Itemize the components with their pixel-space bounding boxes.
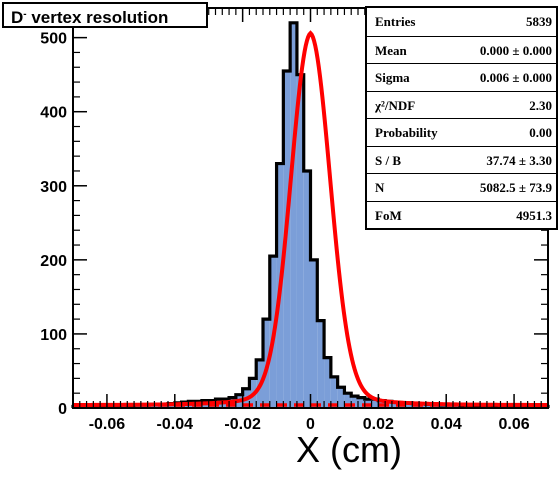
stats-key: Probability <box>375 125 438 140</box>
stats-value: 0.006 ± 0.000 <box>479 70 552 85</box>
chart-title: D- vertex resolution <box>2 2 208 28</box>
histogram-bin <box>330 376 338 408</box>
histogram-bin <box>303 170 311 408</box>
stats-value: 0.000 ± 0.000 <box>479 42 552 58</box>
histogram-bin <box>324 357 331 408</box>
stats-key: Sigma <box>375 70 410 85</box>
stats-row: Sigma 0.006 ± 0.000 <box>367 63 556 92</box>
x-tick-label: 0 <box>306 416 315 433</box>
histogram-bin <box>405 402 413 408</box>
stats-value: 5082.5 ± 73.9 <box>479 180 552 195</box>
stats-row: N 5082.5 ± 73.9 <box>367 173 556 202</box>
stats-row: χ²/NDF 2.30 <box>367 90 556 120</box>
stats-key: Entries <box>375 14 416 29</box>
histogram-bin <box>358 397 365 408</box>
histogram-bin <box>371 399 379 408</box>
y-tick-label: 500 <box>40 31 67 48</box>
histogram-bin <box>351 396 358 408</box>
x-tick-label: -0.06 <box>89 416 126 433</box>
stats-box: Entries 5839 Mean 0.000 ± 0.000 Sigma 0.006 ±… <box>365 6 558 230</box>
stats-value: 5839 <box>526 14 552 29</box>
histogram-bin <box>296 74 304 409</box>
stats-row: Mean 0.000 ± 0.000 <box>367 35 556 65</box>
x-tick-label: 0.02 <box>363 416 394 433</box>
stats-value: 37.74 ± 3.30 <box>486 152 552 168</box>
stats-key: S / B <box>375 152 402 168</box>
stats-value: 4951.3 <box>516 207 552 223</box>
x-tick-label: 0.06 <box>499 416 530 433</box>
chart-title-rest: vertex resolution <box>26 8 169 27</box>
x-tick-label: -0.02 <box>224 416 261 433</box>
stats-value: 0.00 <box>529 125 552 140</box>
histogram-bin <box>344 393 352 408</box>
histogram-bin <box>337 387 345 408</box>
total-fit-curve <box>73 30 548 407</box>
histogram-bin <box>290 22 297 408</box>
histogram-bin <box>425 404 433 408</box>
histogram-bin <box>317 320 325 408</box>
x-axis-title: X (cm) <box>296 429 402 470</box>
x-tick-label: -0.04 <box>157 416 194 433</box>
y-tick-label: 200 <box>40 253 67 270</box>
y-tick-label: 100 <box>40 327 67 344</box>
x-tick-label: 0.04 <box>431 416 462 433</box>
histogram-bin <box>310 259 318 408</box>
chart-title-superscript: - <box>23 9 27 20</box>
stats-key: N <box>375 180 385 195</box>
y-tick-label: 400 <box>40 105 67 122</box>
chart-title-main: D <box>11 8 24 27</box>
stats-key: χ²/NDF <box>375 97 416 113</box>
histogram-bin <box>391 402 399 408</box>
stats-key: Mean <box>375 42 407 58</box>
stats-value: 2.30 <box>529 97 552 113</box>
stats-key: FoM <box>375 207 402 223</box>
y-tick-label: 300 <box>40 179 67 196</box>
stats-row: Probability 0.00 <box>367 118 556 147</box>
stats-row: FoM 4951.3 <box>367 200 556 230</box>
y-tick-label: 0 <box>58 401 67 418</box>
stats-row: Entries 5839 <box>367 8 556 36</box>
stats-row: S / B 37.74 ± 3.30 <box>367 145 556 175</box>
